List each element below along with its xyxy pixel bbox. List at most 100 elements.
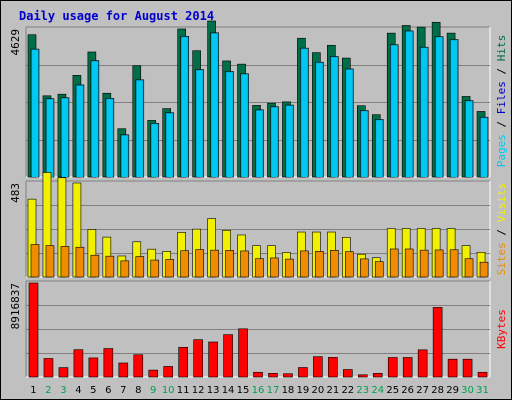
bar-sites-day-29 xyxy=(449,249,459,278)
bar-sites-day-21 xyxy=(330,250,339,278)
bar-kbytes-day-5 xyxy=(88,357,99,378)
bar-sites-day-4 xyxy=(75,246,85,278)
x-tick-label-day-31: 31 xyxy=(476,385,489,396)
bar-sites-day-19 xyxy=(300,250,309,278)
visits-panel-legend-separator: / xyxy=(495,222,508,242)
bar-pages-day-17 xyxy=(271,107,278,177)
bar-kbytes-day-1 xyxy=(28,282,39,378)
bar-pages-day-21 xyxy=(331,57,338,177)
bar-kbytes-day-6 xyxy=(103,348,114,378)
bar-sites-day-26 xyxy=(404,248,414,278)
bar-sites-day-7 xyxy=(120,260,130,278)
visits-panel-legend-visits: Visits xyxy=(495,183,508,223)
bar-pages-day-27 xyxy=(421,48,428,178)
x-tick-label-day-13: 13 xyxy=(207,385,220,396)
bar-sites-day-14 xyxy=(225,250,234,278)
x-tick-label-day-22: 22 xyxy=(341,385,354,396)
x-tick-label-day-11: 11 xyxy=(177,385,190,396)
bar-sites-day-23 xyxy=(359,258,369,278)
x-tick-label-day-20: 20 xyxy=(312,385,325,396)
bar-kbytes-day-29 xyxy=(447,358,458,378)
bar-kbytes-day-13 xyxy=(208,341,218,378)
bar-kbytes-day-18 xyxy=(283,373,293,378)
hits-panel-legend-separator: / xyxy=(495,61,508,81)
bar-pages-day-28 xyxy=(436,37,443,178)
bar-pages-day-20 xyxy=(316,63,323,177)
bar-pages-day-19 xyxy=(301,49,308,177)
bar-sites-day-25 xyxy=(389,248,399,278)
bar-kbytes-day-16 xyxy=(253,371,263,378)
bar-kbytes-day-27 xyxy=(417,349,428,378)
bar-pages-day-10 xyxy=(166,113,173,177)
bar-kbytes-day-22 xyxy=(343,369,353,378)
bar-pages-day-9 xyxy=(151,124,158,177)
x-tick-label-day-21: 21 xyxy=(326,385,339,396)
bar-kbytes-day-9 xyxy=(148,369,159,378)
x-tick-label-day-30: 30 xyxy=(461,385,474,396)
bar-pages-day-1 xyxy=(32,50,38,177)
kbytes-panel-legend: KBytes xyxy=(495,309,508,349)
x-tick-label-day-9: 9 xyxy=(150,385,156,396)
bar-pages-day-18 xyxy=(286,106,293,177)
hits-panel-max-label: 4629 xyxy=(9,29,22,56)
bar-sites-day-13 xyxy=(210,249,219,278)
bar-sites-day-31 xyxy=(479,261,489,278)
x-tick-label-day-8: 8 xyxy=(135,385,141,396)
bar-kbytes-day-3 xyxy=(58,367,69,378)
hits-panel-legend-files: Files xyxy=(495,81,508,114)
bar-pages-day-11 xyxy=(181,37,188,177)
x-tick-label-day-7: 7 xyxy=(120,385,126,396)
x-tick-label-day-2: 2 xyxy=(45,385,51,396)
bar-pages-day-26 xyxy=(406,31,413,177)
bar-sites-day-20 xyxy=(315,251,324,278)
bar-kbytes-day-8 xyxy=(133,354,144,378)
bar-sites-day-1 xyxy=(30,244,40,278)
bar-sites-day-22 xyxy=(345,251,354,278)
x-tick-label-day-6: 6 xyxy=(105,385,111,396)
bar-sites-day-5 xyxy=(90,254,100,278)
bar-kbytes-day-20 xyxy=(313,356,323,378)
bar-sites-day-8 xyxy=(135,256,145,278)
bar-pages-day-16 xyxy=(256,110,263,177)
bar-pages-day-12 xyxy=(196,70,203,177)
x-tick-label-day-23: 23 xyxy=(356,385,369,396)
x-tick-label-day-17: 17 xyxy=(267,385,280,396)
bar-pages-day-2 xyxy=(46,99,53,177)
bar-pages-day-5 xyxy=(91,61,98,177)
bar-sites-day-15 xyxy=(240,250,249,278)
visits-panel-legend-sites: Sites xyxy=(495,242,508,275)
bar-sites-day-9 xyxy=(150,259,160,278)
bar-pages-day-25 xyxy=(391,45,398,178)
x-tick-label-day-26: 26 xyxy=(401,385,414,396)
x-tick-label-day-1: 1 xyxy=(30,385,36,396)
bar-pages-day-24 xyxy=(376,120,383,177)
hits-panel-legend-separator: / xyxy=(495,114,508,134)
hits-panel-legend-hits: Hits xyxy=(495,35,508,62)
bar-kbytes-day-31 xyxy=(477,371,488,378)
x-tick-label-day-28: 28 xyxy=(431,385,444,396)
x-tick-label-day-14: 14 xyxy=(222,385,235,396)
visits-panel-legend: Sites / Visits xyxy=(495,183,508,276)
bar-pages-day-7 xyxy=(121,135,128,177)
visits-panel-max-label: 483 xyxy=(9,183,22,203)
bar-pages-day-22 xyxy=(346,69,353,177)
x-tick-label-day-12: 12 xyxy=(192,385,205,396)
bar-sites-day-18 xyxy=(285,258,294,278)
x-tick-label-day-15: 15 xyxy=(237,385,250,396)
bar-sites-day-27 xyxy=(419,249,429,278)
bar-kbytes-day-26 xyxy=(402,357,413,378)
bar-kbytes-day-4 xyxy=(73,349,84,378)
chart-title: Daily usage for August 2014 xyxy=(19,9,214,23)
bar-kbytes-day-19 xyxy=(298,367,308,378)
x-tick-label-day-25: 25 xyxy=(386,385,399,396)
x-tick-label-day-5: 5 xyxy=(90,385,96,396)
bar-sites-day-2 xyxy=(45,245,55,278)
bar-pages-day-31 xyxy=(481,118,488,177)
bar-sites-day-3 xyxy=(60,246,70,278)
bar-pages-day-30 xyxy=(466,101,473,177)
bar-kbytes-day-23 xyxy=(357,374,368,378)
bar-kbytes-day-24 xyxy=(372,373,383,378)
bar-kbytes-day-14 xyxy=(223,334,233,378)
